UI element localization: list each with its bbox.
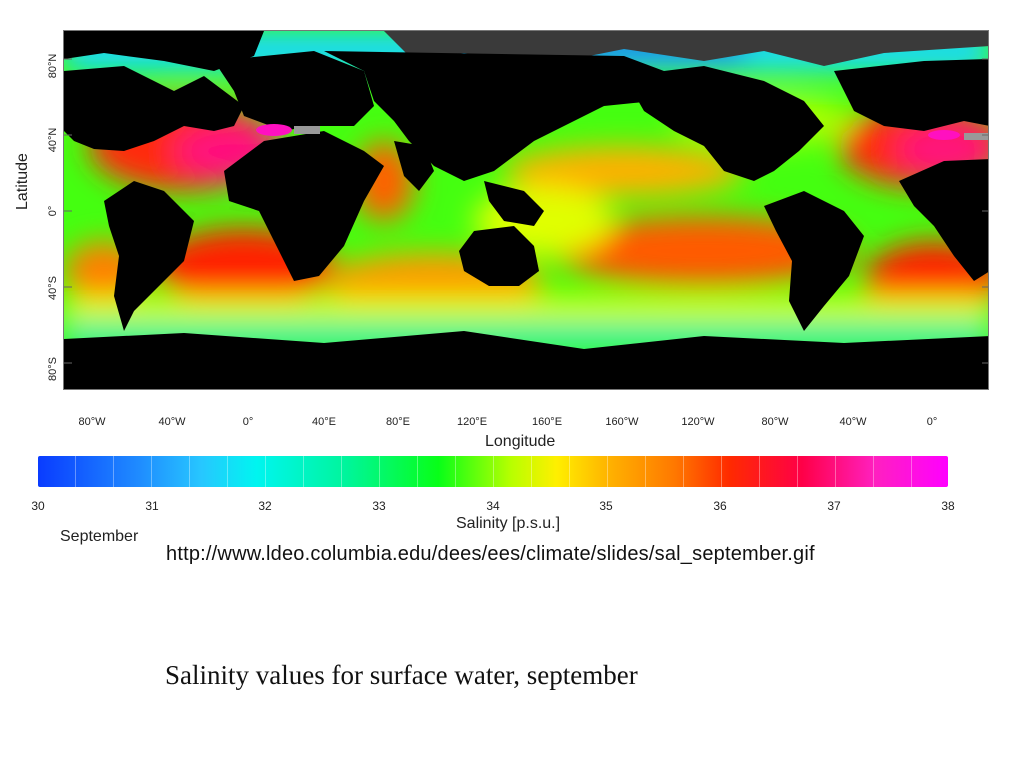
salinity-figure: Latitude 80°N 40°N 0° 40°S 80°S [14,30,989,565]
latitude-tick: 80°S [47,357,59,381]
colorbar-tick: 38 [941,499,955,513]
mediterranean-highs [256,124,988,140]
colorbar-tick: 35 [599,499,613,513]
longitude-tick: 120°W [681,416,715,428]
longitude-tick: 160°W [605,416,639,428]
longitude-tick: 160°E [531,416,563,428]
colorbar-tick: 30 [31,499,45,513]
longitude-tick: 0° [926,416,938,428]
longitude-axis-label: Longitude [485,433,556,450]
latitude-tick: 40°S [47,276,59,300]
salinity-map [63,30,989,390]
latitude-tick: 40°N [47,127,59,153]
longitude-tick: 120°E [456,416,488,428]
colorbar-tick: 34 [486,499,500,513]
colorbar-tick: 31 [145,499,159,513]
colorbar-tick: 37 [827,499,841,513]
map-grid-ticks [64,58,988,364]
salinity-colorbar [38,456,948,487]
longitude-tick: 80°W [761,416,789,428]
colorbar-tick: 33 [372,499,386,513]
longitude-tick: 80°E [386,416,410,428]
longitude-tick: 40°W [839,416,867,428]
slide-caption: Salinity values for surface water, septe… [165,660,638,690]
longitude-tick: 80°W [78,416,106,428]
latitude-tick: 80°N [47,53,59,79]
month-label: September [60,528,139,545]
land-masses [64,31,988,389]
colorbar-title: Salinity [p.s.u.] [456,515,561,532]
latitude-tick: 0° [47,205,59,217]
colorbar-tick: 32 [258,499,272,513]
source-url: http://www.ldeo.columbia.edu/dees/ees/cl… [166,543,815,565]
longitude-tick: 40°E [312,416,336,428]
latitude-axis-label: Latitude [14,153,31,210]
salinity-map-graphic [64,31,988,389]
longitude-tick: 0° [242,416,254,428]
colorbar-tick: 36 [713,499,727,513]
longitude-tick: 40°W [158,416,186,428]
